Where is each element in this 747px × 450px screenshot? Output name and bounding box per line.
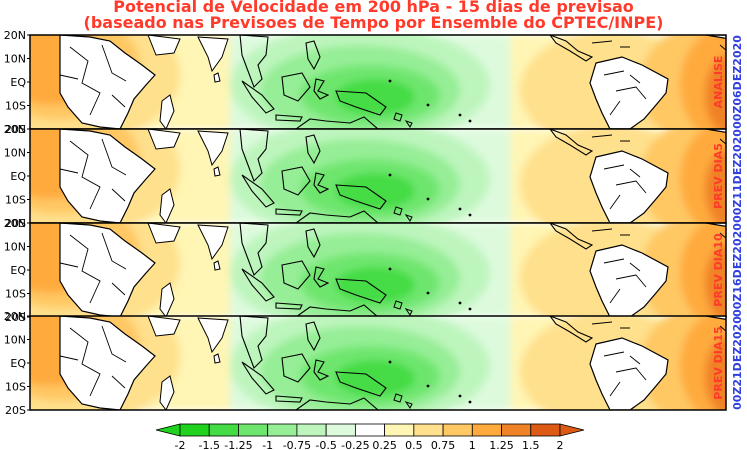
lat-label: EQ: [10, 264, 26, 277]
panel-label: ANALISE: [712, 56, 725, 109]
panel-date: 00Z21DEZ2020: [731, 316, 744, 410]
colorbar-segment: [471, 423, 502, 437]
colorbar-segment: [296, 423, 327, 437]
lat-label: EQ: [10, 170, 26, 183]
lat-label: 20S: [5, 311, 26, 324]
colorbar-segment: [179, 423, 210, 437]
panel-date: 00Z16DEZ2020: [731, 223, 744, 317]
lat-label: 10S: [5, 194, 26, 207]
colorbar-max-arrow: [559, 423, 585, 437]
lat-label: EQ: [10, 357, 26, 370]
colorbar-segment: [238, 423, 269, 437]
lat-label: 10S: [5, 100, 26, 113]
colorbar-segment: [325, 423, 356, 437]
colorbar-tick-label: 0.25: [372, 439, 397, 450]
lat-label: 20N: [4, 123, 26, 136]
map-title-line2: (baseado nas Previsoes de Tempo por Ense…: [83, 13, 664, 32]
panel-label: PREV DIA10: [712, 233, 725, 307]
lat-label: 10N: [4, 53, 26, 66]
colorbar-segment: [354, 423, 386, 437]
map-title-line1: Potencial de Velocidade em 200 hPa - 15 …: [113, 0, 634, 16]
colorbar-tick-label: -1.5: [198, 439, 219, 450]
colorbar-tick-label: 1.25: [489, 439, 514, 450]
colorbar-tick-label: 0.75: [431, 439, 456, 450]
colorbar-tick-label: 1.5: [522, 439, 540, 450]
lat-label: 10S: [5, 288, 26, 301]
colorbar-tick-label: -1.25: [224, 439, 252, 450]
panel-label: PREV DIA5: [712, 143, 725, 209]
colorbar-tick-label: 0.5: [405, 439, 423, 450]
lat-label: 10N: [4, 241, 26, 254]
panel-label: PREV DIA15: [712, 326, 725, 399]
colorbar-tick-label: -0.25: [341, 439, 369, 450]
colorbar-tick-label: -0.75: [283, 439, 311, 450]
lat-label: 20S: [5, 404, 26, 417]
colorbar-tick-label: 2: [557, 439, 564, 450]
colorbar-segment: [208, 423, 239, 437]
colorbar-segment: [267, 423, 298, 437]
colorbar-segment: [413, 423, 444, 437]
lat-label: 10S: [5, 381, 26, 394]
panel-dia5: 20N 10N EQ 10S 20S PREV DIA5 00Z11DEZ2020: [4, 123, 744, 230]
colorbar: -2 -1.5 -1.25 -1 -0.75 -0.5 -0.25 0.25 0.5 0.75 1 1…: [155, 423, 585, 450]
lat-label: 20N: [4, 29, 26, 42]
panel-dia15: 20N 10N EQ 10S 20S PREV DIA15 00Z21DEZ2020: [4, 310, 744, 417]
colorbar-segment: [384, 423, 415, 437]
colorbar-tick-label: -1: [262, 439, 273, 450]
panel-dia10: 20N 10N EQ 10S 20S PREV DIA10 00Z16DEZ2020: [4, 217, 744, 324]
lat-label: 10N: [4, 334, 26, 347]
lat-label: EQ: [10, 76, 26, 89]
colorbar-tick-label: -0.5: [315, 439, 336, 450]
colorbar-tick-label: -2: [175, 439, 186, 450]
panel-date: 00Z06DEZ2020: [731, 35, 744, 129]
colorbar-segment: [530, 423, 561, 437]
lat-label: 10N: [4, 147, 26, 160]
panel-analise: 20N 10N EQ 10S 20S ANALISE 00Z06DEZ2020: [4, 29, 744, 136]
lat-label: 20N: [4, 217, 26, 230]
colorbar-min-arrow: [155, 423, 181, 437]
lat-label: 20S: [5, 123, 26, 136]
lat-label: 20N: [4, 310, 26, 323]
colorbar-segment: [501, 423, 532, 437]
lat-label: 20S: [5, 217, 26, 230]
panel-date: 00Z11DEZ2020: [731, 129, 744, 223]
colorbar-segment: [442, 423, 473, 437]
colorbar-tick-label: 1: [469, 439, 476, 450]
